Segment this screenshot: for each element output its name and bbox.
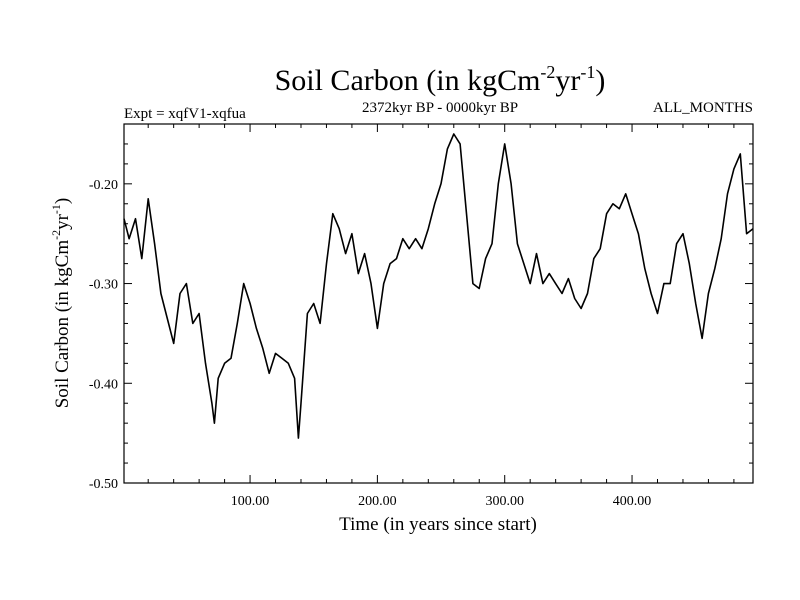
plot-frame [123,123,754,484]
x-tick-label: 200.00 [358,494,397,509]
y-tick-labels: -0.50 -0.40 -0.30 -0.20 [89,178,118,492]
series-layer [123,133,754,439]
y-tick-label: -0.40 [89,377,118,392]
series-line-soil-carbon [123,133,754,439]
subtitle-right: ALL_MONTHS [653,100,753,116]
subtitle-left: Expt = xqfV1-xqfua [124,106,246,122]
axis-ticks [124,123,753,484]
x-tick-label: 400.00 [613,494,652,509]
y-tick-label: -0.30 [89,278,118,293]
subtitle-center: 2372kyr BP - 0000kyr BP [362,100,518,116]
x-tick-labels: 100.00 200.00 300.00 400.00 [231,494,651,509]
y-tick-label: -0.50 [89,477,118,492]
y-axis-label: Soil Carbon (in kgCm-2yr-1) [49,198,73,409]
y-tick-label: -0.20 [89,178,118,193]
chart-title: Soil Carbon (in kgCm-2yr-1) [275,62,606,97]
x-tick-label: 300.00 [485,494,524,509]
x-tick-label: 100.00 [231,494,270,509]
x-axis-label: Time (in years since start) [339,514,537,535]
